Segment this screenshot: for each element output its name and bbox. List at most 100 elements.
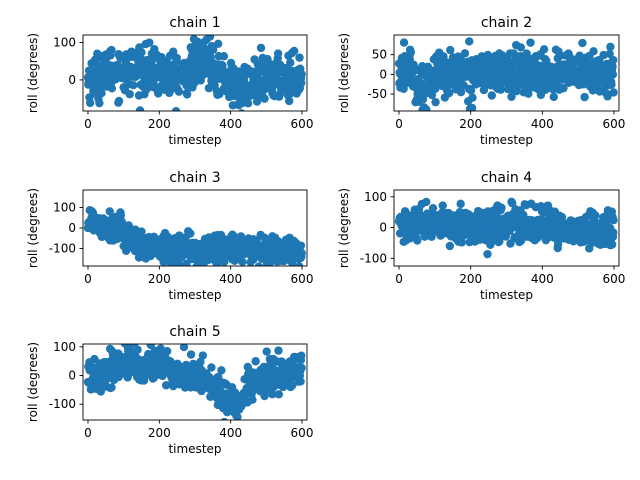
data-point bbox=[207, 363, 216, 372]
data-point bbox=[251, 357, 260, 366]
data-point bbox=[413, 236, 422, 245]
y-tick-label: 0 bbox=[379, 221, 387, 235]
data-point bbox=[288, 380, 297, 390]
data-point bbox=[137, 227, 146, 236]
data-point bbox=[218, 61, 227, 70]
data-point bbox=[182, 90, 192, 99]
data-point bbox=[399, 38, 409, 47]
data-point bbox=[205, 35, 215, 41]
data-point bbox=[609, 55, 618, 65]
data-point bbox=[297, 248, 306, 258]
panel-chain-2: 0 200 400 600 -50 0 50 chain 2 timestep roll (deg… bbox=[337, 15, 625, 147]
x-tick-label: 400 bbox=[219, 272, 242, 286]
x-axis-label: timestep bbox=[168, 288, 221, 302]
data-point bbox=[460, 49, 470, 58]
data-point bbox=[169, 47, 178, 56]
data-point bbox=[605, 49, 614, 59]
data-point bbox=[609, 228, 618, 237]
data-point bbox=[466, 86, 476, 95]
data-point bbox=[145, 38, 154, 47]
data-point bbox=[428, 203, 438, 213]
data-point bbox=[105, 207, 114, 216]
data-point bbox=[607, 80, 616, 89]
panel-title: chain 2 bbox=[481, 15, 532, 31]
data-point bbox=[220, 417, 228, 420]
data-point bbox=[438, 201, 447, 210]
data-point bbox=[198, 351, 208, 360]
x-tick-label: 400 bbox=[219, 426, 242, 440]
data-point bbox=[418, 95, 428, 104]
scatter-series bbox=[394, 197, 618, 259]
data-point bbox=[524, 89, 533, 98]
data-point bbox=[117, 217, 127, 226]
data-point bbox=[580, 92, 589, 102]
data-point bbox=[422, 197, 431, 207]
data-point bbox=[515, 52, 525, 61]
data-point bbox=[284, 96, 294, 106]
scatter-series bbox=[83, 206, 306, 266]
data-point bbox=[431, 97, 440, 107]
data-point bbox=[297, 351, 306, 360]
data-point bbox=[137, 48, 146, 57]
data-point bbox=[297, 363, 306, 373]
data-point bbox=[161, 381, 171, 390]
y-tick-label: 100 bbox=[364, 190, 387, 204]
data-point bbox=[608, 62, 617, 71]
data-point bbox=[406, 48, 416, 57]
data-point bbox=[107, 84, 117, 93]
data-point bbox=[445, 241, 455, 251]
data-point bbox=[526, 38, 535, 47]
data-point bbox=[154, 89, 163, 98]
data-point bbox=[296, 241, 306, 250]
y-tick-label: -100 bbox=[360, 251, 387, 265]
x-tick-label: 600 bbox=[603, 272, 626, 286]
panel-chain-1: 0 200 400 600 0 100 chain 1 timestep roll (degre… bbox=[26, 15, 313, 147]
y-axis-label: roll (degrees) bbox=[26, 342, 40, 422]
x-tick-label: 600 bbox=[291, 117, 314, 131]
data-point bbox=[114, 96, 124, 106]
x-tick-label: 600 bbox=[291, 426, 314, 440]
data-point bbox=[490, 72, 499, 82]
data-point bbox=[171, 106, 181, 111]
data-point bbox=[589, 47, 598, 56]
x-tick-label: 200 bbox=[459, 117, 482, 131]
x-tick-label: 200 bbox=[459, 272, 482, 286]
data-point bbox=[286, 58, 295, 67]
x-tick-label: 0 bbox=[395, 272, 403, 286]
data-point bbox=[420, 116, 428, 124]
data-point bbox=[274, 390, 284, 399]
x-tick-label: 400 bbox=[531, 272, 554, 286]
panel-chain-4: 0 200 400 600 -100 0 100 chain 4 timestep roll (d… bbox=[337, 170, 625, 302]
data-point bbox=[539, 45, 549, 54]
panel-title: chain 4 bbox=[481, 170, 532, 186]
data-point bbox=[107, 45, 116, 55]
x-tick-label: 0 bbox=[84, 426, 92, 440]
data-point bbox=[142, 335, 150, 343]
y-axis-label: roll (degrees) bbox=[26, 188, 40, 268]
data-point bbox=[208, 45, 218, 54]
data-point bbox=[268, 390, 277, 399]
y-tick-label: -50 bbox=[367, 87, 387, 101]
data-point bbox=[297, 78, 306, 88]
data-point bbox=[512, 86, 521, 96]
data-point bbox=[467, 103, 477, 111]
y-tick-label: 0 bbox=[68, 73, 76, 87]
panel-chain-5: 0 200 400 600 -100 0 100 chain 5 timestep roll (d… bbox=[26, 324, 313, 456]
data-point bbox=[213, 39, 223, 48]
data-point bbox=[196, 357, 205, 367]
data-point bbox=[175, 231, 184, 240]
y-tick-label: -100 bbox=[49, 242, 76, 256]
data-point bbox=[262, 347, 271, 356]
data-point bbox=[186, 229, 195, 238]
data-point bbox=[496, 85, 505, 94]
y-tick-label: -100 bbox=[49, 397, 76, 411]
data-point bbox=[296, 377, 305, 386]
data-point bbox=[162, 346, 172, 356]
data-point bbox=[578, 38, 587, 48]
axes-frame bbox=[393, 34, 620, 112]
data-point bbox=[559, 83, 568, 93]
x-tick-label: 400 bbox=[219, 117, 242, 131]
data-point bbox=[294, 262, 304, 266]
data-point bbox=[487, 91, 497, 100]
data-point bbox=[497, 203, 506, 212]
